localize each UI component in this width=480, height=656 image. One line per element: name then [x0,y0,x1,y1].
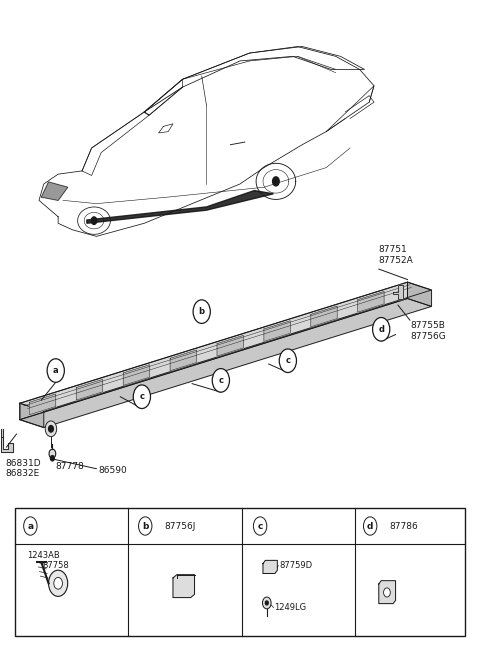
Circle shape [50,456,54,461]
Circle shape [139,517,152,535]
Text: 1243AB: 1243AB [27,551,60,560]
Circle shape [54,577,62,589]
Text: 86831D
86832E: 86831D 86832E [5,459,41,478]
Text: 87751
87752A: 87751 87752A [379,245,414,264]
Circle shape [193,300,210,323]
Polygon shape [123,365,150,385]
Circle shape [91,217,97,224]
Circle shape [47,359,64,382]
Circle shape [279,349,297,373]
Polygon shape [217,335,243,356]
Text: 86590: 86590 [99,466,128,475]
Circle shape [273,177,279,186]
Text: 87759D: 87759D [279,561,312,570]
Text: c: c [257,522,263,531]
Polygon shape [263,560,277,573]
Polygon shape [76,379,103,400]
Text: 87778: 87778 [56,462,84,470]
Circle shape [49,449,56,459]
Text: d: d [367,522,373,531]
Circle shape [384,588,390,597]
Text: c: c [286,356,290,365]
Text: 1249LG: 1249LG [275,603,307,612]
Text: 87758: 87758 [43,561,70,570]
Circle shape [212,369,229,392]
Circle shape [265,601,268,605]
Circle shape [24,517,37,535]
Polygon shape [408,282,432,306]
Text: b: b [142,522,148,531]
Text: d: d [378,325,384,334]
Text: 87786: 87786 [390,522,419,531]
Text: a: a [27,522,34,531]
Polygon shape [87,190,274,223]
Polygon shape [20,403,44,428]
Circle shape [45,421,57,437]
Circle shape [372,318,390,341]
Polygon shape [41,182,68,200]
Polygon shape [173,575,194,598]
Text: 87755B
87756G: 87755B 87756G [410,321,445,341]
Polygon shape [379,581,396,604]
Text: 87756J: 87756J [165,522,196,531]
Polygon shape [20,298,432,428]
Text: c: c [139,392,144,401]
Polygon shape [311,306,337,327]
Polygon shape [358,291,384,312]
Circle shape [263,597,271,609]
Circle shape [48,426,53,432]
Polygon shape [0,430,12,453]
Polygon shape [20,282,432,411]
Circle shape [363,517,377,535]
Polygon shape [393,285,403,298]
Bar [15,508,465,636]
Text: c: c [218,376,223,385]
Polygon shape [264,321,290,341]
Circle shape [48,570,68,596]
Circle shape [133,385,151,409]
Text: b: b [199,307,204,316]
Polygon shape [29,394,56,415]
Circle shape [253,517,267,535]
Text: a: a [53,366,59,375]
Polygon shape [170,350,196,371]
Polygon shape [20,282,408,420]
